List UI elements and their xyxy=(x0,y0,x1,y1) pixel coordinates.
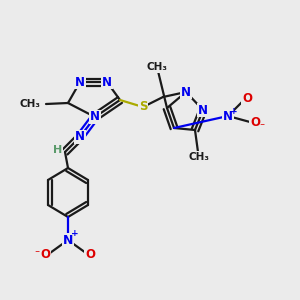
Text: H: H xyxy=(53,145,63,155)
Text: O: O xyxy=(242,92,252,104)
Text: N: N xyxy=(75,130,85,143)
Text: N: N xyxy=(102,76,112,88)
Text: ⁻: ⁻ xyxy=(34,249,40,259)
Text: N: N xyxy=(223,110,233,122)
Text: CH₃: CH₃ xyxy=(20,99,41,109)
Text: N: N xyxy=(63,233,73,247)
Text: ⁻: ⁻ xyxy=(260,122,265,132)
Text: N: N xyxy=(181,85,191,98)
Text: N: N xyxy=(90,110,100,124)
Text: O: O xyxy=(40,248,50,260)
Text: CH₃: CH₃ xyxy=(146,62,167,72)
Text: N: N xyxy=(198,103,208,116)
Text: S: S xyxy=(139,100,147,113)
Text: N: N xyxy=(75,76,85,88)
Text: +: + xyxy=(230,106,238,116)
Text: +: + xyxy=(71,230,79,238)
Text: O: O xyxy=(85,248,95,260)
Text: CH₃: CH₃ xyxy=(188,152,209,162)
Text: O: O xyxy=(250,116,260,130)
